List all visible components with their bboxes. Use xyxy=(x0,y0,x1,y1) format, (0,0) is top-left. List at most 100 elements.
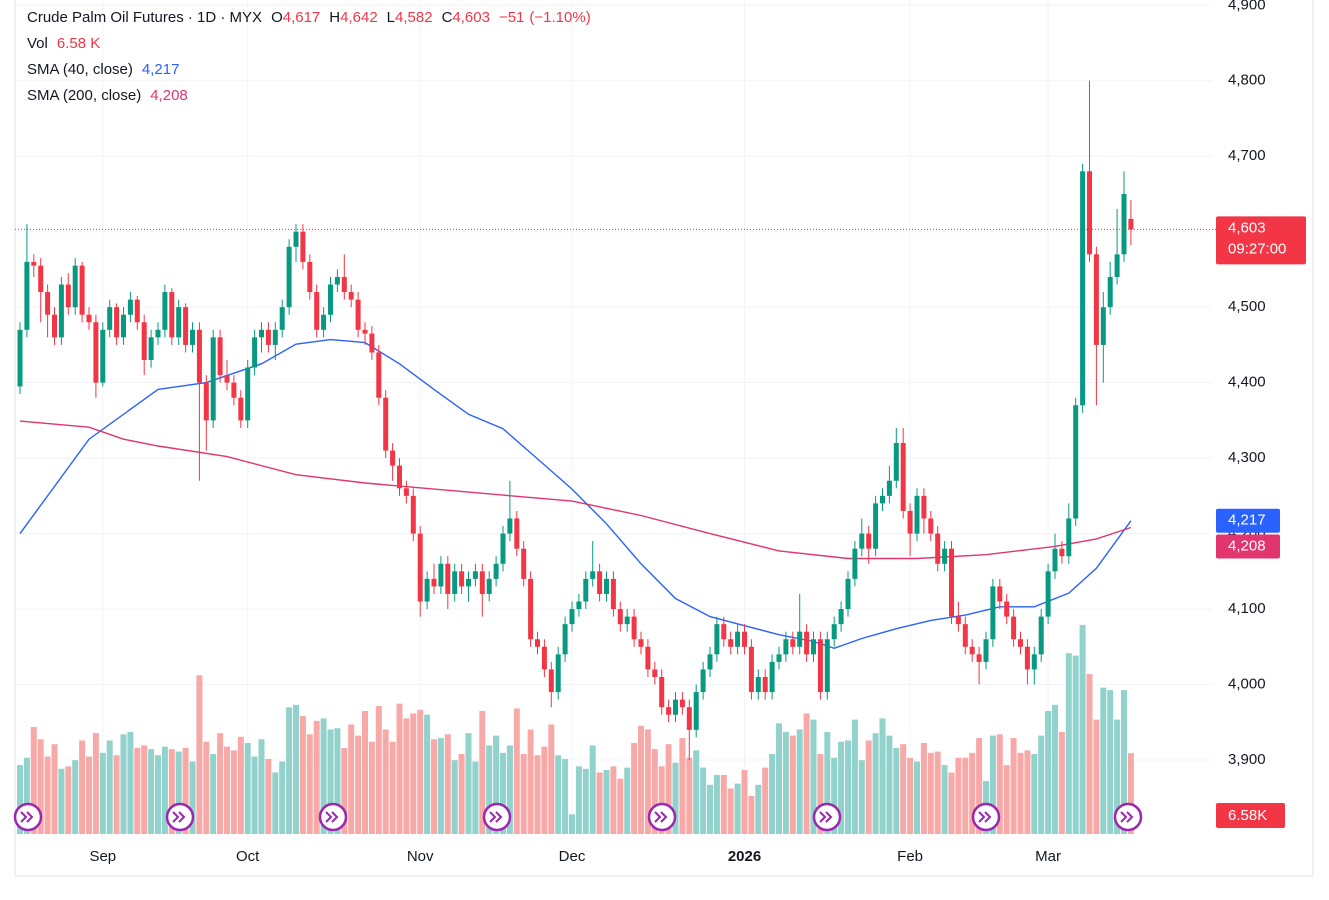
candle-body xyxy=(852,548,858,579)
candle-body xyxy=(1073,405,1079,519)
volume-axis-label: 6.58K xyxy=(1228,807,1267,824)
volume-bar xyxy=(431,739,437,834)
candle-body xyxy=(928,518,934,534)
candle-body xyxy=(438,563,444,587)
x-tick-label: Feb xyxy=(897,848,923,865)
candle-body xyxy=(666,707,672,715)
volume-bar xyxy=(17,765,23,834)
candle-body xyxy=(334,276,340,285)
candle-body xyxy=(790,639,796,647)
candle-body xyxy=(155,329,161,338)
volume-bar xyxy=(1086,674,1093,834)
legend-item: SMA (40, close) xyxy=(27,61,133,78)
candle-body xyxy=(907,510,913,534)
volume-bar xyxy=(927,752,934,834)
volume-bar xyxy=(37,739,44,834)
volume-bar xyxy=(458,754,465,834)
candle-body xyxy=(955,616,961,625)
volume-bar xyxy=(58,768,65,834)
candle-body xyxy=(459,571,465,587)
volume-bar xyxy=(796,729,803,834)
event-arrow xyxy=(819,811,833,823)
candle-body xyxy=(500,533,506,564)
volume-bar xyxy=(520,754,527,834)
event-icon[interactable] xyxy=(13,802,43,832)
candle-body xyxy=(514,518,520,549)
candle-body xyxy=(403,488,409,496)
candle-body xyxy=(831,624,837,640)
volume-bar xyxy=(120,734,127,834)
legend-item: 4,603 xyxy=(452,9,490,26)
y-tick-label: 3,900 xyxy=(1228,751,1266,768)
candle-body xyxy=(507,518,513,534)
candle-body xyxy=(1066,518,1072,557)
candle-body xyxy=(1045,571,1051,617)
candle-body xyxy=(776,654,782,662)
candle-body xyxy=(348,292,354,300)
volume-bar xyxy=(672,762,679,834)
candle-body xyxy=(1087,171,1092,255)
volume-bar xyxy=(969,752,976,834)
candle-body xyxy=(390,450,396,466)
event-icon[interactable] xyxy=(812,802,842,832)
volume-bar xyxy=(127,731,134,834)
volume-bar xyxy=(762,767,769,834)
event-icon[interactable] xyxy=(647,802,677,832)
candle-body xyxy=(224,375,230,383)
legend-item: L xyxy=(387,9,395,26)
candle-body xyxy=(217,337,223,376)
volume-bar xyxy=(479,711,486,834)
legend-item: (−1.10%) xyxy=(529,9,590,26)
candle-body xyxy=(783,639,789,655)
event-icon[interactable] xyxy=(971,802,1001,832)
sma-axis-label: 4,208 xyxy=(1228,538,1266,555)
volume-bar xyxy=(286,707,293,834)
volume-bar xyxy=(334,728,341,834)
volume-bar xyxy=(886,735,893,834)
volume-bar xyxy=(1093,719,1100,834)
candle-body xyxy=(528,578,534,640)
volume-bar xyxy=(1017,752,1024,834)
candle-body xyxy=(817,639,823,693)
volume-bar xyxy=(941,765,948,834)
candle-body xyxy=(183,307,189,345)
volume-bar xyxy=(872,733,879,834)
legend-item: 4,217 xyxy=(142,61,180,78)
volume-bar xyxy=(86,756,92,834)
volume-bar xyxy=(251,756,258,834)
volume-bar xyxy=(596,772,603,834)
candle-body xyxy=(203,382,209,421)
candle-body xyxy=(569,609,575,625)
volume-bar xyxy=(562,758,569,834)
candle-body xyxy=(1114,254,1120,277)
candle-body xyxy=(886,480,892,496)
volume-bar xyxy=(486,745,493,834)
volume-bar xyxy=(437,738,444,834)
volume-bar xyxy=(575,766,582,834)
candle-body xyxy=(659,676,665,708)
candle-body xyxy=(300,231,306,262)
event-icon[interactable] xyxy=(482,802,512,832)
candle-body xyxy=(652,669,658,677)
candle-body xyxy=(362,329,368,334)
candle-body xyxy=(452,571,458,594)
candle-body xyxy=(983,639,989,662)
volume-bar xyxy=(217,733,224,834)
event-arrow xyxy=(20,811,34,823)
volume-bar xyxy=(755,784,762,834)
volume-bar xyxy=(265,758,272,834)
candle-body xyxy=(845,578,851,610)
volume-bar xyxy=(293,704,299,834)
y-tick-label: 4,400 xyxy=(1228,374,1266,391)
event-icon[interactable] xyxy=(1113,802,1143,832)
candle-body xyxy=(555,654,561,693)
volume-bar xyxy=(527,729,534,834)
volume-bar xyxy=(493,735,500,834)
candle-body xyxy=(700,669,706,693)
event-icon[interactable] xyxy=(165,802,195,832)
candle-body xyxy=(231,382,237,398)
volume-bar xyxy=(237,736,244,834)
event-icon[interactable] xyxy=(318,802,348,832)
candle-body xyxy=(942,548,948,564)
volume-bar xyxy=(500,752,506,834)
